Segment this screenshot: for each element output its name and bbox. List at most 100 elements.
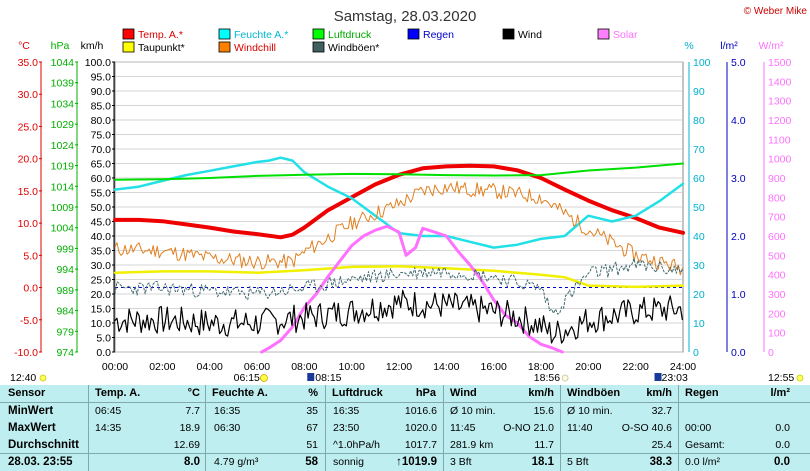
x-tick-label: 14:00 [433, 361, 459, 373]
x-tick-label: 08:00 [291, 361, 317, 373]
time-label: 12:40 [10, 372, 36, 384]
regen-label: 0.0 l/m² [685, 456, 721, 468]
y-tick-label: 95.0 [91, 72, 112, 84]
header-sensor: Sensor [8, 387, 46, 399]
y-tick-label: 75.0 [91, 130, 112, 142]
y-tick-label: 0.0 [96, 347, 111, 359]
temp-value: 18.9 [179, 422, 200, 434]
y-tick-label: 55.0 [91, 188, 112, 200]
x-tick-label: 10:00 [339, 361, 365, 373]
y-tick-label: 100 [693, 57, 711, 69]
legend-swatch [218, 41, 231, 53]
divider [325, 385, 326, 471]
y-tick-label: 5.0 [96, 333, 111, 345]
temp-time: 06:45 [95, 405, 122, 417]
y-tick-label: 0.0 [23, 283, 38, 295]
divider [205, 385, 206, 471]
wind-direction: O-NO 21.0 [503, 422, 554, 434]
divider [88, 385, 89, 471]
y-tick-label: 1.0 [731, 289, 746, 301]
row-label: MaxWert [8, 422, 56, 434]
temp-value: 8.0 [184, 456, 200, 468]
legend-label: Luftdruck [328, 29, 372, 41]
feuchte-time: 06:30 [214, 422, 241, 434]
header-luftdruck: Luftdruck [332, 387, 383, 399]
y-tick-label: 100 [768, 328, 786, 340]
legend-swatch [597, 28, 610, 40]
header-boeen-unit: km/h [646, 387, 672, 399]
feuchte-value: 51 [306, 439, 318, 451]
header-regen: Regen [685, 387, 719, 399]
y-tick-label: 1029 [51, 119, 75, 131]
druck-time: ^1.0hPa/h [333, 439, 380, 451]
y-tick-label: 60.0 [91, 173, 112, 185]
y-tick-label: 30.0 [91, 260, 112, 272]
legend-label: Taupunkt* [138, 42, 185, 54]
y-tick-label: 90.0 [91, 86, 112, 98]
legend-label: Feuchte A.* [234, 29, 288, 41]
y-tick-label: 85.0 [91, 101, 112, 113]
y-tick-label: 1500 [768, 57, 792, 69]
header-temp-unit: °C [187, 387, 200, 399]
x-tick-label: 24:00 [670, 361, 696, 373]
y-tick-label: 40.0 [91, 231, 112, 243]
y-tick-label: 10.0 [91, 318, 112, 330]
regen-value: 0.0 [775, 439, 790, 451]
y-tick-label: 1014 [51, 181, 75, 193]
legend-label: Wind [518, 29, 542, 41]
druck-time: 23:50 [333, 422, 360, 434]
x-tick-label: 22:00 [623, 361, 649, 373]
y-tick-label: 1019 [51, 161, 75, 173]
legend-label: Regen [423, 29, 454, 41]
moonrise-icon [307, 373, 315, 381]
y-tick-label: 1200 [768, 115, 792, 127]
regen-label: Gesamt: [685, 439, 725, 451]
y-tick-label: 0.0 [731, 347, 746, 359]
y-tick-label: 20.0 [91, 289, 112, 301]
legend-label: Solar [613, 29, 638, 41]
header-wind-unit: km/h [528, 387, 554, 399]
moon-icon [39, 374, 47, 382]
y-tick-label: 80 [693, 115, 705, 127]
statistics-table: Sensor Temp. A. °C Feuchte A. % Luftdruc… [0, 385, 810, 471]
y-tick-label: 200 [768, 308, 786, 320]
x-tick-label: 04:00 [197, 361, 223, 373]
divider [0, 402, 810, 403]
y-tick-label: 974 [56, 347, 74, 359]
legend-swatch [312, 41, 325, 53]
feuchte-value: 67 [306, 422, 318, 434]
regen-label: 00:00 [685, 422, 712, 434]
legend-label: Windchill [234, 42, 276, 54]
feuchte-value: 58 [305, 456, 318, 468]
moonrise-label: 08:15 [315, 372, 341, 384]
time-label: 12:55 [768, 372, 794, 384]
y-tick-label: -10.0 [14, 347, 38, 359]
series-line-windb-en [114, 258, 683, 315]
y-tick-label: 1100 [768, 134, 791, 146]
y-tick-label: 10.0 [18, 218, 39, 230]
divider [0, 453, 810, 454]
y-tick-label: 50 [693, 202, 705, 214]
y-tick-label: 15.0 [91, 304, 112, 316]
y-tick-label: 70 [693, 144, 705, 156]
x-tick-label: 18:00 [528, 361, 554, 373]
boe-value: 32.7 [651, 405, 672, 417]
row-label: Durchschnitt [8, 439, 79, 451]
x-tick-label: 20:00 [575, 361, 601, 373]
y-tick-label: 45.0 [91, 217, 112, 229]
boe-label: 5 Bft [567, 456, 589, 468]
y-tick-label: 300 [768, 289, 786, 301]
y-tick-label: 900 [768, 173, 786, 185]
y-tick-label: 999 [56, 243, 74, 255]
druck-value: 1016.6 [404, 405, 437, 417]
y-tick-label: 0 [693, 347, 699, 359]
chart-title: Samstag, 28.03.2020 [334, 8, 477, 25]
wind-value: 15.6 [533, 405, 554, 417]
legend-swatch [122, 41, 135, 53]
y-tick-label: 800 [768, 192, 786, 204]
y-tick-label: 40 [693, 231, 705, 243]
y-tick-label: 35.0 [18, 57, 39, 69]
y-tick-label: 400 [768, 270, 786, 282]
y-tick-label: 30.0 [18, 89, 39, 101]
y-tick-label: 5.0 [731, 57, 746, 69]
